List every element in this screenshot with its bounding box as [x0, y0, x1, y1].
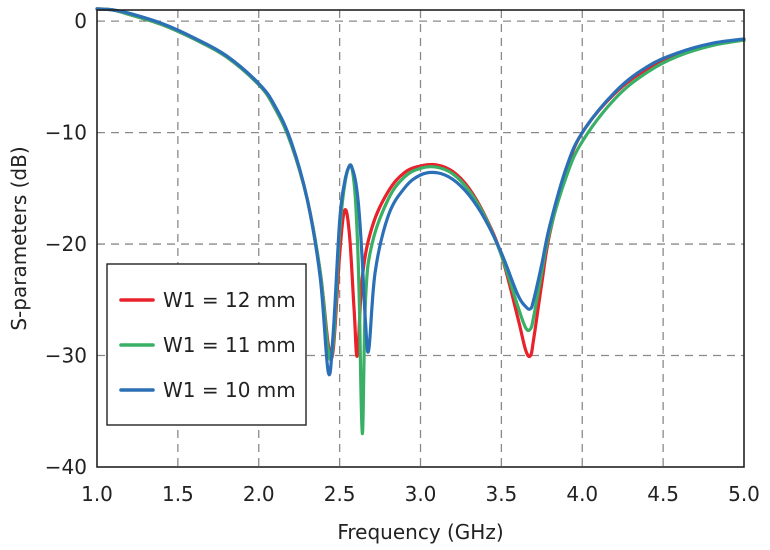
- plot-frame: [96, 9, 745, 468]
- y-tick-label: 0: [74, 9, 87, 33]
- series-line-3: [95, 7, 746, 377]
- y-axis-title: S-parameters (dB): [7, 146, 31, 330]
- x-tick-label: 2.5: [324, 482, 356, 506]
- y-tick-label: −20: [45, 232, 87, 256]
- x-tick-label: 1.5: [162, 482, 194, 506]
- x-tick-label: 3.0: [405, 482, 437, 506]
- tick-labels: 1.0 1.5 2.0 2.5 3.0 3.5 4.0 4.5 5.0 0 −10 −20 −30 −40: [45, 9, 760, 506]
- legend-label: W1 = 11 mm: [163, 333, 296, 357]
- series-layer: [95, 7, 746, 436]
- x-tick-label: 5.0: [728, 482, 760, 506]
- legend: W1 = 12 mm W1 = 11 mm W1 = 10 mm: [106, 263, 307, 426]
- legend-label: W1 = 10 mm: [163, 378, 296, 402]
- y-tick-label: −10: [45, 121, 87, 145]
- x-tick-label: 4.5: [647, 482, 679, 506]
- x-tick-label: 4.0: [566, 482, 598, 506]
- x-tick-label: 1.0: [81, 482, 113, 506]
- y-tick-label: −40: [45, 455, 87, 479]
- x-tick-label: 3.5: [485, 482, 517, 506]
- x-axis-title: Frequency (GHz): [337, 520, 503, 544]
- x-tick-label: 2.0: [243, 482, 275, 506]
- legend-label: W1 = 12 mm: [163, 288, 296, 312]
- y-tick-label: −30: [45, 344, 87, 368]
